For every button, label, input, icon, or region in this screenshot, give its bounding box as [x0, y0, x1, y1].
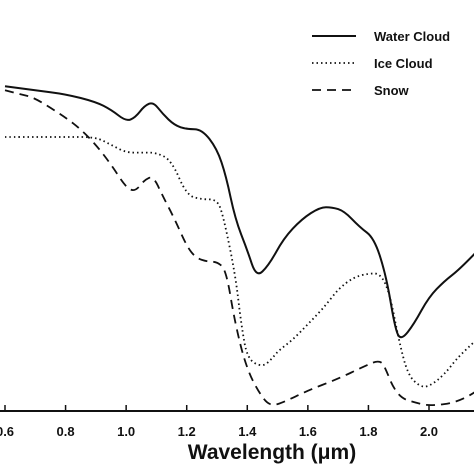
- x-tick-label: 1.8: [359, 424, 377, 439]
- x-tick-label: 0.8: [57, 424, 75, 439]
- series-line-snow: [4, 89, 474, 406]
- x-tick-label: 1.2: [178, 424, 196, 439]
- x-tick-label: 2.0: [420, 424, 438, 439]
- legend-label: Water Cloud: [374, 29, 450, 44]
- x-tick-label: 1.6: [299, 424, 317, 439]
- legend-label: Ice Cloud: [374, 56, 433, 71]
- series-line-water-cloud: [4, 85, 474, 339]
- x-tick-label: 1.4: [238, 424, 257, 439]
- series-layer: [4, 85, 474, 406]
- x-axis-ticks: 0.6 0.8 1.0 1.2 1.4 1.6 1.8 2.0: [0, 405, 438, 439]
- x-tick-label: 1.0: [117, 424, 135, 439]
- legend-label: Snow: [374, 83, 410, 98]
- x-tick-label: 0.6: [0, 424, 14, 439]
- x-axis-title: Wavelength (μm): [188, 441, 356, 464]
- legend: Water Cloud Ice Cloud Snow: [312, 29, 450, 98]
- series-line-ice-cloud: [4, 136, 474, 388]
